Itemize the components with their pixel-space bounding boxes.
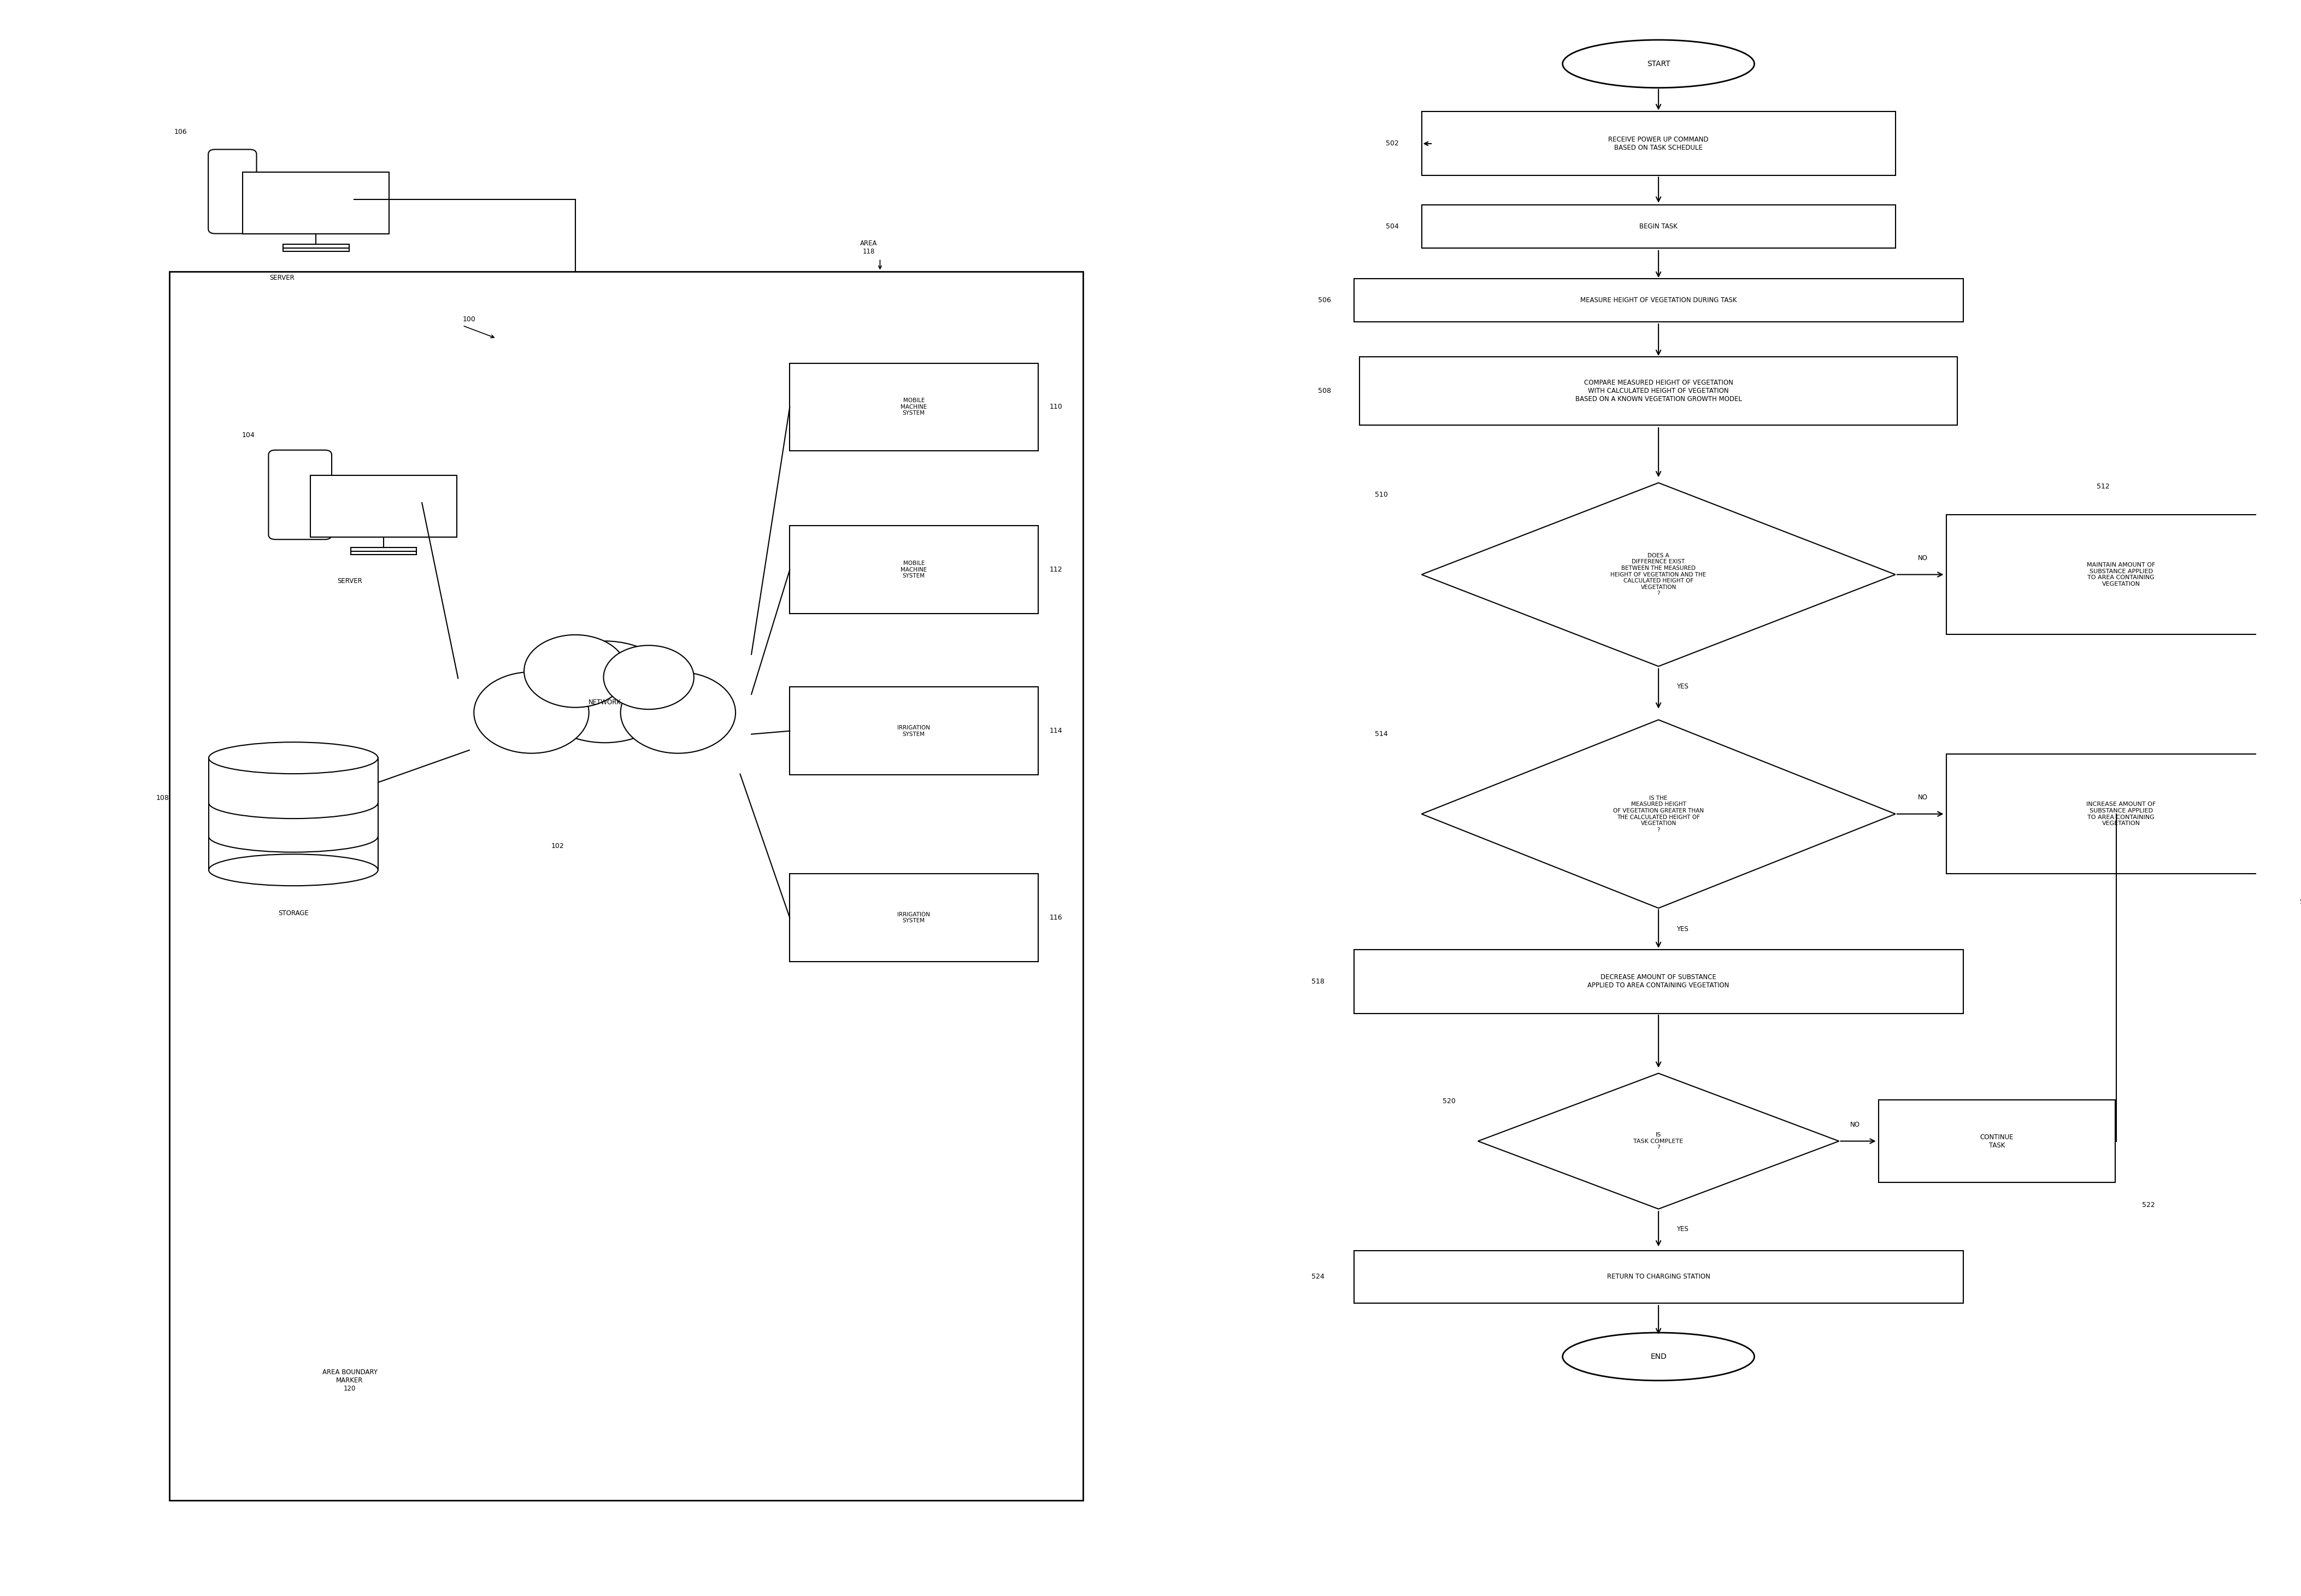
Text: 102: 102 <box>552 843 564 849</box>
FancyBboxPatch shape <box>170 271 1084 1500</box>
Text: 502: 502 <box>1385 140 1399 147</box>
FancyBboxPatch shape <box>789 875 1038 961</box>
FancyBboxPatch shape <box>789 362 1038 450</box>
FancyBboxPatch shape <box>269 450 331 539</box>
FancyBboxPatch shape <box>1878 1100 2115 1183</box>
Text: 100: 100 <box>463 316 476 322</box>
Text: 114: 114 <box>1049 728 1063 734</box>
Text: NO: NO <box>1850 1122 1859 1128</box>
Text: IS THE
MEASURED HEIGHT
OF VEGETATION GREATER THAN
THE CALCULATED HEIGHT OF
VEGET: IS THE MEASURED HEIGHT OF VEGETATION GRE… <box>1613 795 1703 833</box>
FancyBboxPatch shape <box>1353 278 1963 322</box>
Text: SERVER: SERVER <box>269 275 295 281</box>
Text: RETURN TO CHARGING STATION: RETURN TO CHARGING STATION <box>1606 1274 1710 1280</box>
Text: 504: 504 <box>1385 223 1399 230</box>
Text: 112: 112 <box>1049 567 1063 573</box>
Text: MEASURE HEIGHT OF VEGETATION DURING TASK: MEASURE HEIGHT OF VEGETATION DURING TASK <box>1581 297 1737 303</box>
Text: 518: 518 <box>1312 978 1325 985</box>
Text: AREA
118: AREA 118 <box>861 239 877 255</box>
FancyBboxPatch shape <box>789 525 1038 613</box>
Text: DECREASE AMOUNT OF SUBSTANCE
APPLIED TO AREA CONTAINING VEGETATION: DECREASE AMOUNT OF SUBSTANCE APPLIED TO … <box>1588 974 1730 990</box>
Text: 524: 524 <box>1312 1274 1325 1280</box>
Text: END: END <box>1650 1353 1666 1360</box>
Text: MAINTAIN AMOUNT OF
SUBSTANCE APPLIED
TO AREA CONTAINING
VEGETATION: MAINTAIN AMOUNT OF SUBSTANCE APPLIED TO … <box>2087 562 2156 587</box>
Ellipse shape <box>209 742 377 774</box>
Polygon shape <box>1477 1074 1838 1210</box>
FancyBboxPatch shape <box>242 172 389 235</box>
Text: 522: 522 <box>2142 1202 2154 1208</box>
Polygon shape <box>1422 482 1896 667</box>
Text: 510: 510 <box>1374 492 1388 498</box>
Text: IS
TASK COMPLETE
?: IS TASK COMPLETE ? <box>1634 1132 1684 1151</box>
Text: IRRIGATION
SYSTEM: IRRIGATION SYSTEM <box>897 725 930 737</box>
FancyBboxPatch shape <box>311 476 458 536</box>
FancyBboxPatch shape <box>350 547 416 554</box>
Text: NO: NO <box>1919 555 1928 562</box>
Text: START: START <box>1648 61 1671 67</box>
Text: AREA BOUNDARY
MARKER
120: AREA BOUNDARY MARKER 120 <box>322 1369 377 1392</box>
Text: 506: 506 <box>1318 297 1332 303</box>
Text: STORAGE: STORAGE <box>278 910 308 916</box>
Circle shape <box>603 645 695 709</box>
Circle shape <box>474 672 589 753</box>
Text: SERVER: SERVER <box>338 578 361 584</box>
Text: 108: 108 <box>156 795 170 801</box>
FancyBboxPatch shape <box>1353 1251 1963 1302</box>
Circle shape <box>621 672 736 753</box>
FancyBboxPatch shape <box>283 244 350 251</box>
Ellipse shape <box>1562 1333 1753 1381</box>
Ellipse shape <box>209 854 377 886</box>
Polygon shape <box>1422 720 1896 908</box>
FancyBboxPatch shape <box>1422 112 1896 176</box>
FancyBboxPatch shape <box>1353 950 1963 1013</box>
FancyBboxPatch shape <box>1947 755 2296 875</box>
FancyBboxPatch shape <box>1360 358 1958 426</box>
Text: COMPARE MEASURED HEIGHT OF VEGETATION
WITH CALCULATED HEIGHT OF VEGETATION
BASED: COMPARE MEASURED HEIGHT OF VEGETATION WI… <box>1576 380 1742 402</box>
Text: CONTINUE
TASK: CONTINUE TASK <box>1981 1133 2013 1149</box>
Text: MOBILE
MACHINE
SYSTEM: MOBILE MACHINE SYSTEM <box>900 560 927 579</box>
Ellipse shape <box>472 686 736 780</box>
FancyBboxPatch shape <box>1947 514 2296 634</box>
Text: 514: 514 <box>1374 731 1388 737</box>
Text: 104: 104 <box>242 433 255 439</box>
Text: YES: YES <box>1677 1226 1689 1232</box>
FancyBboxPatch shape <box>1422 206 1896 247</box>
Text: IRRIGATION
SYSTEM: IRRIGATION SYSTEM <box>897 911 930 924</box>
Text: NO: NO <box>1919 795 1928 801</box>
Text: BEGIN TASK: BEGIN TASK <box>1638 223 1677 230</box>
Text: 106: 106 <box>175 129 186 136</box>
Text: NETWORK: NETWORK <box>589 699 621 705</box>
Ellipse shape <box>1562 40 1753 88</box>
FancyBboxPatch shape <box>789 686 1038 774</box>
FancyBboxPatch shape <box>209 150 255 233</box>
Text: INCREASE AMOUNT OF
SUBSTANCE APPLIED
TO AREA CONTAINING
VEGETATION: INCREASE AMOUNT OF SUBSTANCE APPLIED TO … <box>2087 801 2156 827</box>
Text: 508: 508 <box>1318 388 1332 394</box>
Text: YES: YES <box>1677 926 1689 932</box>
Text: 512: 512 <box>2096 484 2110 490</box>
Circle shape <box>525 635 626 707</box>
Text: 116: 116 <box>1049 915 1063 921</box>
Text: 110: 110 <box>1049 404 1063 410</box>
Text: MOBILE
MACHINE
SYSTEM: MOBILE MACHINE SYSTEM <box>900 397 927 417</box>
Text: 520: 520 <box>1443 1098 1457 1104</box>
Circle shape <box>534 642 676 742</box>
Text: YES: YES <box>1677 683 1689 689</box>
Text: DOES A
DIFFERENCE EXIST
BETWEEN THE MEASURED
HEIGHT OF VEGETATION AND THE
CALCUL: DOES A DIFFERENCE EXIST BETWEEN THE MEAS… <box>1611 552 1707 597</box>
Text: RECEIVE POWER UP COMMAND
BASED ON TASK SCHEDULE: RECEIVE POWER UP COMMAND BASED ON TASK S… <box>1608 136 1710 152</box>
